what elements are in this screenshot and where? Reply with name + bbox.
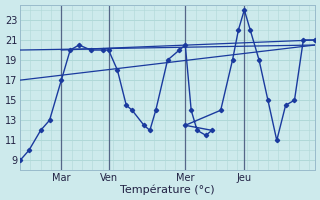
X-axis label: Température (°c): Température (°c) xyxy=(120,185,215,195)
